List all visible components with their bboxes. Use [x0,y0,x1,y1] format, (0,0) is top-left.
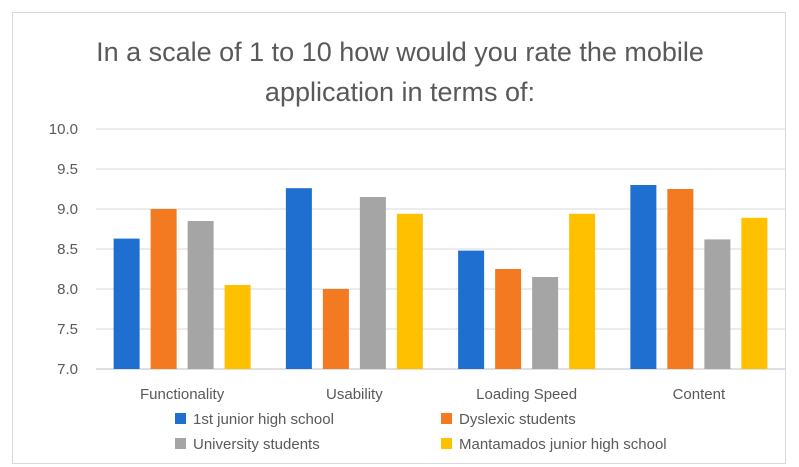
legend-label: Mantamados junior high school [459,436,667,453]
bar [704,239,731,369]
bar [741,217,768,369]
x-tick-label: Content [673,386,726,403]
bar [113,238,140,369]
bar [285,188,312,369]
y-tick-label: 7.5 [57,321,78,338]
bar [150,209,177,369]
y-tick-label: 9.5 [57,161,78,178]
bar [569,213,596,369]
bar [630,185,657,369]
y-tick-label: 9.0 [57,201,78,218]
x-tick-label: Functionality [140,386,225,403]
legend-swatch [441,413,452,424]
bar [495,269,522,369]
y-tick-label: 8.5 [57,241,78,258]
bar [359,197,386,369]
bar [532,277,559,369]
y-tick-label: 8.0 [57,281,78,298]
bar [224,285,251,369]
bar [396,213,423,369]
legend-swatch [175,438,186,449]
x-tick-label: Usability [326,386,383,403]
chart-title: In a scale of 1 to 10 how would you rate… [96,37,704,107]
y-tick-label: 7.0 [57,361,78,378]
bar [322,289,349,369]
x-tick-label: Loading Speed [476,386,577,403]
bar [187,221,214,369]
bar [458,250,485,369]
legend-label: University students [193,436,320,453]
legend-label: 1st junior high school [193,411,334,428]
legend-swatch [175,413,186,424]
legend-label: Dyslexic students [459,411,576,428]
legend-swatch [441,438,452,449]
bar [667,189,694,369]
y-tick-label: 10.0 [49,121,78,138]
